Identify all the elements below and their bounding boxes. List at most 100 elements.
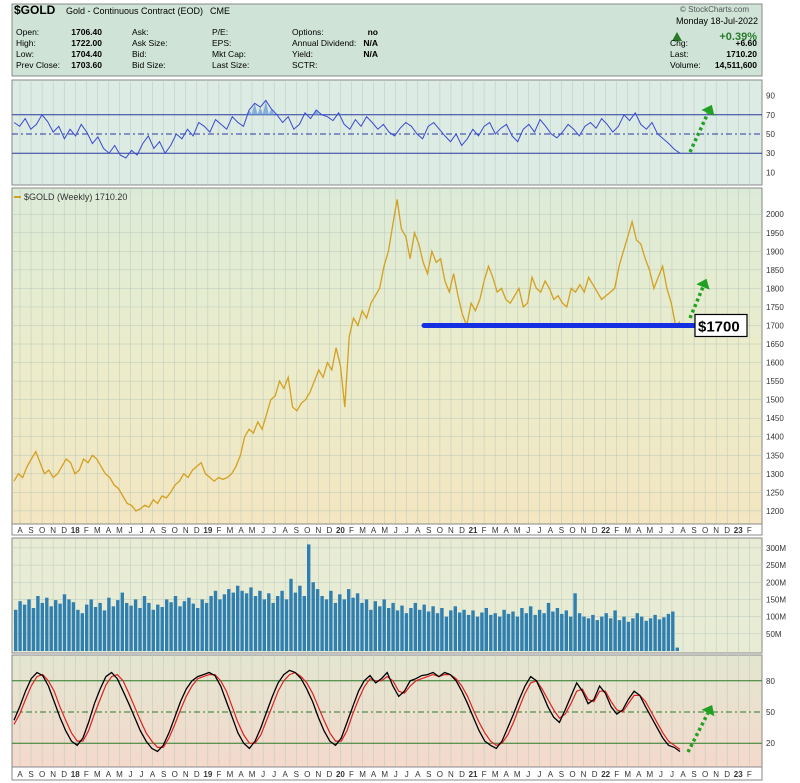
stat-mid2-label: P/E: xyxy=(212,27,228,37)
volume-bar xyxy=(89,599,93,651)
x-tick: F xyxy=(216,770,221,779)
x-tick: A xyxy=(680,526,686,535)
price-tick: 1300 xyxy=(766,470,784,479)
x-tick: O xyxy=(569,770,575,779)
x-axis-top: A S O N D 18 F M A M J J A S O N D 19 F M A M J J A S O N D 20 F M A M J J A… xyxy=(11,523,763,536)
x-tick: M xyxy=(647,770,654,779)
volume-bar xyxy=(569,616,573,651)
x-tick: M xyxy=(249,770,256,779)
volume-bar xyxy=(355,593,360,652)
x-tick: D xyxy=(724,770,730,779)
x-tick: A xyxy=(415,526,421,535)
stat-right-label: Yield: xyxy=(292,49,313,59)
stat-far-label: Chg: xyxy=(670,38,688,48)
volume-tick: 200M xyxy=(766,578,786,587)
x-tick: 18 xyxy=(71,770,80,779)
x-tick: M xyxy=(492,770,499,779)
x-tick: S xyxy=(691,770,696,779)
x-tick: O xyxy=(304,526,310,535)
x-tick: F xyxy=(482,526,487,535)
x-tick: A xyxy=(504,770,510,779)
volume-bar xyxy=(635,613,639,651)
x-tick: O xyxy=(172,770,178,779)
x-tick: M xyxy=(359,770,366,779)
x-tick: O xyxy=(437,526,443,535)
x-tick: A xyxy=(238,526,244,535)
volume-bar xyxy=(31,608,36,651)
x-tick: J xyxy=(394,526,398,535)
volume-bar xyxy=(537,609,542,652)
x-tick: F xyxy=(482,770,487,779)
volume-bar xyxy=(338,594,342,651)
x-tick: 21 xyxy=(469,770,478,779)
x-tick: M xyxy=(381,526,388,535)
price-tick: 1750 xyxy=(766,303,784,312)
stat-left-value: 1722.00 xyxy=(71,38,102,48)
stochastic-panel: 20 50 80 xyxy=(11,654,775,768)
volume-bar xyxy=(147,602,151,651)
x-tick: J xyxy=(261,526,265,535)
price-tick: 1200 xyxy=(766,507,784,516)
volume-bar xyxy=(600,616,604,651)
volume-bar xyxy=(111,606,116,651)
x-tick: O xyxy=(39,770,45,779)
volume-bar xyxy=(360,602,364,651)
header-date: Monday 18-Jul-2022 xyxy=(676,16,758,26)
symbol: $GOLD xyxy=(14,3,56,17)
volume-tick: 50M xyxy=(766,630,782,639)
volume-bar xyxy=(551,611,555,651)
price-tick: 1900 xyxy=(766,247,784,256)
volume-bar xyxy=(666,613,671,651)
x-tick: D xyxy=(592,770,598,779)
volume-bar xyxy=(573,593,577,652)
volume-bar xyxy=(165,599,169,651)
volume-bar xyxy=(648,618,653,651)
volume-bar xyxy=(657,619,662,651)
exchange: CME xyxy=(210,6,230,16)
volume-bar xyxy=(258,590,262,651)
x-tick: S xyxy=(294,770,299,779)
volume-bar xyxy=(209,596,213,651)
stat-far-label: Last: xyxy=(670,49,688,59)
stat-mid2-label: EPS: xyxy=(212,38,231,48)
volume-bar xyxy=(444,616,449,651)
x-tick: A xyxy=(371,770,377,779)
x-tick: M xyxy=(381,770,388,779)
x-tick: A xyxy=(17,770,23,779)
volume-bar xyxy=(240,590,244,651)
volume-bar xyxy=(449,610,453,651)
volume-bar xyxy=(98,602,102,651)
volume-bar xyxy=(502,609,506,652)
price-tick: 1350 xyxy=(766,451,784,460)
stat-mid-label: Bid: xyxy=(132,49,147,59)
x-tick: N xyxy=(581,526,587,535)
x-tick: A xyxy=(150,526,156,535)
x-tick: J xyxy=(129,526,133,535)
x-tick: F xyxy=(349,770,354,779)
volume-bar xyxy=(564,610,568,651)
volume-bar xyxy=(280,590,284,651)
volume-bar xyxy=(22,604,27,651)
volume-bar xyxy=(671,611,675,651)
volume-bar xyxy=(391,602,395,651)
volume-bar xyxy=(173,596,178,651)
volume-bar xyxy=(67,599,71,651)
volume-bar xyxy=(307,544,311,651)
volume-bar xyxy=(373,601,377,651)
x-tick: S xyxy=(28,526,33,535)
support-callout: $1700 xyxy=(694,313,748,338)
volume-bar xyxy=(347,589,351,651)
x-tick: D xyxy=(194,526,200,535)
price-tick: 1650 xyxy=(766,340,784,349)
volume-bar xyxy=(36,596,40,651)
stochastic-tick: 20 xyxy=(766,739,775,748)
x-tick: 23 xyxy=(734,526,743,535)
volume-bar xyxy=(498,616,502,651)
x-tick: S xyxy=(28,770,33,779)
volume-bar xyxy=(54,600,58,651)
x-tick: N xyxy=(183,526,189,535)
x-axis-bottom: A S O N D 18 F M A M J J A S O N D 19 F M A M J J A S O N D 20 F M A M J J A… xyxy=(11,766,763,781)
price-tick: 1450 xyxy=(766,414,784,423)
volume-bar xyxy=(289,578,293,651)
volume-bar xyxy=(120,592,124,651)
